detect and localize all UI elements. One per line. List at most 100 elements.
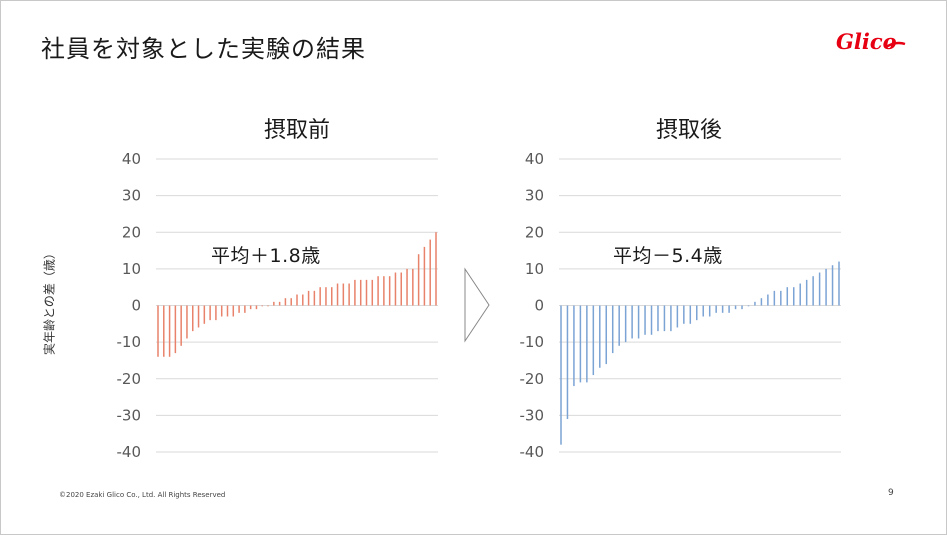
bar-before [261, 305, 263, 307]
bar-before [394, 272, 397, 306]
bar-before [435, 232, 437, 306]
y-tick-label-before: -10 [117, 333, 142, 351]
bar-before [307, 290, 310, 306]
bar-before [423, 246, 426, 306]
bar-before [273, 301, 275, 306]
bar-before [163, 305, 165, 357]
y-tick-label-after: 10 [525, 260, 544, 278]
slide-title: 社員を対象とした実験の結果 [41, 35, 366, 63]
y-tick-label-after: -10 [520, 333, 545, 351]
bar-before [336, 283, 339, 306]
bar-before [244, 305, 246, 313]
bar-after [670, 305, 672, 332]
y-tick-label-after: -20 [520, 370, 545, 388]
bar-after [754, 301, 756, 306]
bar-before [406, 268, 408, 306]
bar-after [767, 294, 769, 306]
bar-before [226, 305, 229, 317]
bar-before [238, 305, 240, 313]
bar-after [838, 261, 840, 306]
bar-before [371, 279, 374, 306]
bar-before [400, 272, 402, 306]
bar-after [747, 305, 750, 307]
bar-before [209, 305, 211, 321]
bar-before [197, 305, 200, 328]
bar-before [325, 287, 327, 306]
bar-after [611, 305, 614, 354]
copyright-footer: ©2020 Ezaki Glico Co., Ltd. All Rights R… [59, 491, 226, 499]
bar-before [383, 276, 385, 306]
y-tick-label-after: 30 [525, 187, 544, 205]
bar-after [825, 268, 827, 306]
bar-after [728, 305, 730, 313]
bar-before [313, 290, 316, 306]
bar-after [586, 305, 588, 383]
bar-before [180, 305, 182, 346]
bar-after [812, 276, 814, 306]
bar-after [663, 305, 666, 332]
bar-after [786, 287, 789, 306]
bar-after [605, 305, 608, 365]
bar-after [696, 305, 698, 321]
bar-before [296, 294, 298, 306]
bar-after [599, 305, 601, 368]
bar-after [715, 305, 717, 313]
bar-after [573, 305, 575, 387]
bar-after [831, 265, 834, 306]
bar-after [579, 305, 582, 383]
bar-after [689, 305, 692, 324]
bar-after [624, 305, 627, 343]
bar-after [792, 287, 795, 306]
y-tick-label-before: 0 [131, 297, 141, 315]
bar-before [302, 294, 304, 306]
bar-before [168, 305, 171, 357]
bar-after [734, 305, 737, 310]
bar-before [412, 268, 414, 306]
bar-after [560, 305, 562, 445]
bar-before [365, 279, 368, 306]
logo-swoosh-icon [886, 41, 906, 49]
bar-before [284, 298, 287, 306]
bar-before [388, 276, 391, 306]
y-tick-label-before: -40 [117, 443, 142, 461]
bar-after [566, 305, 569, 420]
bar-after [780, 290, 782, 306]
average-before-label: 平均＋1.8歳 [211, 245, 321, 267]
bar-before [232, 305, 235, 317]
chart-title-before: 摂取前 [263, 118, 330, 143]
bar-after [773, 290, 776, 306]
y-tick-label-after: 0 [534, 297, 544, 315]
y-tick-label-before: -20 [117, 370, 142, 388]
bar-before [186, 305, 188, 339]
bar-before [348, 283, 350, 306]
bar-before [319, 287, 321, 306]
bar-after [818, 272, 821, 306]
chart-title-after: 摂取後 [655, 118, 722, 143]
bar-after [683, 305, 685, 324]
bar-after [805, 279, 808, 306]
bar-after [760, 298, 763, 306]
bar-before [377, 276, 379, 306]
bar-before [255, 305, 258, 310]
y-tick-label-before: -30 [117, 406, 142, 424]
bar-after [799, 283, 801, 306]
y-tick-label-before: 40 [122, 150, 141, 168]
y-tick-label-before: 10 [122, 260, 141, 278]
bar-before [429, 239, 431, 306]
y-tick-label-after: 20 [525, 223, 544, 241]
bar-before [290, 298, 292, 306]
bar-after [618, 305, 620, 346]
page-number: 9 [888, 488, 894, 498]
bar-after [702, 305, 704, 317]
bar-before [157, 305, 159, 357]
bar-after [637, 305, 640, 339]
chevron-right-icon [464, 267, 490, 343]
bar-before [342, 283, 345, 306]
bar-after [650, 305, 653, 335]
bar-before [417, 254, 420, 306]
bar-after [676, 305, 679, 328]
y-tick-label-before: 20 [122, 223, 141, 241]
bar-before [267, 305, 269, 307]
